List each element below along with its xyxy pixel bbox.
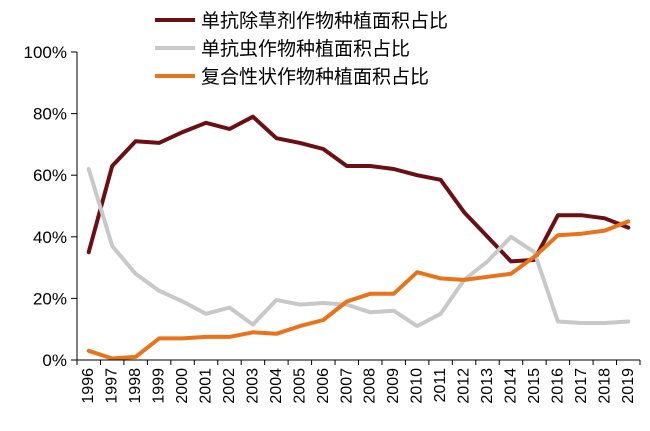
x-tick-label: 2006 (315, 368, 332, 404)
series-lines (86, 114, 631, 361)
y-tick-label: 80% (33, 105, 67, 124)
x-tick-label: 2009 (385, 368, 402, 404)
series-line-1 (86, 114, 631, 264)
x-tick-label: 2017 (573, 368, 590, 404)
y-tick-label: 0% (42, 351, 67, 370)
x-axis: 1996 1997 1998 1999 2000 2001 2002 2003 2004 2005… (76, 360, 641, 404)
x-tick-label: 2019 (620, 368, 637, 404)
x-tick-label: 2012 (456, 368, 473, 404)
y-axis: 0% 20% 40% 60% 80% 100% (24, 43, 77, 370)
series-line-3 (86, 219, 631, 361)
x-tick-label: 1999 (151, 368, 168, 404)
x-tick-label: 2014 (502, 368, 519, 404)
x-tick-label: 2003 (244, 368, 261, 404)
x-tick-label: 1997 (104, 368, 121, 404)
x-tick-label: 2002 (221, 368, 238, 404)
x-tick-label: 1996 (80, 368, 97, 404)
x-tick-label: 2004 (268, 368, 285, 404)
y-tick-label: 20% (33, 289, 67, 308)
x-tick-label: 2008 (362, 368, 379, 404)
legend-label-1: 单抗除草剂作物种植面积占比 (201, 10, 448, 32)
x-tick-label: 2007 (338, 368, 355, 404)
y-tick-label: 40% (33, 228, 67, 247)
x-tick-label: 2015 (526, 368, 543, 404)
x-tick-label: 1998 (127, 368, 144, 404)
x-tick-label: 2018 (596, 368, 613, 404)
x-tick-label: 2013 (479, 368, 496, 404)
x-tick-label: 2010 (409, 368, 426, 404)
x-tick-label: 2005 (291, 368, 308, 404)
y-tick-label: 60% (33, 166, 67, 185)
x-tick-label: 2001 (198, 368, 215, 404)
legend-label-3: 复合性状作物种植面积占比 (201, 66, 429, 88)
legend-label-2: 单抗虫作物种植面积占比 (201, 38, 410, 60)
x-tick-label: 2016 (549, 368, 566, 404)
x-tick-label: 2011 (432, 368, 449, 403)
series-line-2 (86, 167, 631, 329)
x-tick-label: 2000 (174, 368, 191, 404)
y-tick-label: 100% (24, 43, 67, 62)
